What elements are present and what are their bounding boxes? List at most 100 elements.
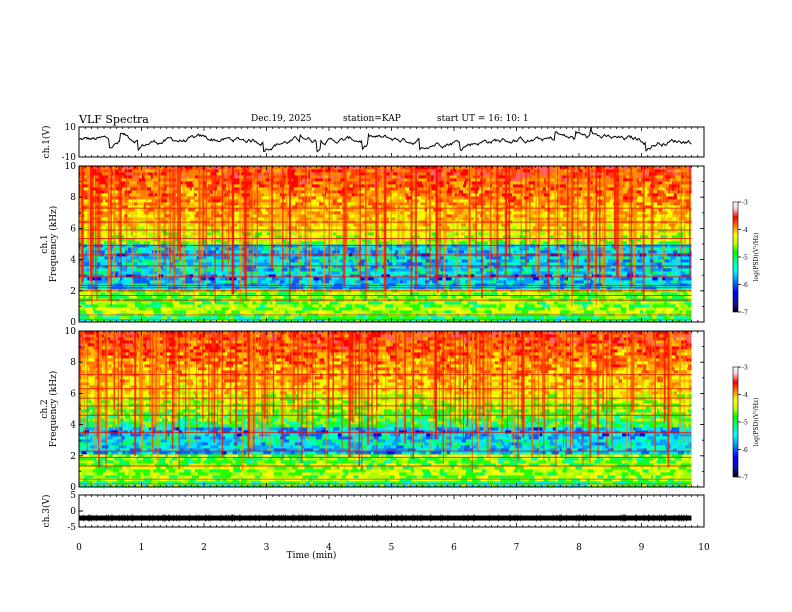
- spectrogram-cell: [643, 310, 646, 314]
- spectrogram-cell: [315, 271, 318, 275]
- spectrogram-cell: [325, 202, 329, 206]
- spectrogram-cell: [683, 232, 688, 236]
- spectrogram-cell: [278, 277, 286, 281]
- spectrogram-cell: [336, 214, 342, 218]
- spectrogram-cell: [281, 235, 289, 239]
- spectrogram-cell: [663, 304, 669, 308]
- spectrogram-cell: [258, 268, 264, 272]
- spectrogram-cell: [260, 295, 265, 299]
- spectrogram-cell: [464, 262, 472, 266]
- spectrogram-cell: [87, 319, 93, 323]
- spectrogram-cell: [380, 280, 387, 284]
- spectrogram-cell: [204, 280, 211, 284]
- spectrogram-cell: [612, 262, 615, 266]
- spectrogram-cell: [143, 256, 150, 260]
- spectrogram-cell: [675, 235, 678, 239]
- spectrogram-cell: [193, 259, 199, 263]
- spectrogram-cell: [626, 292, 631, 296]
- spectrogram-cell: [617, 316, 622, 320]
- spectrogram-cell: [406, 316, 415, 320]
- spectrogram-cell: [634, 277, 642, 281]
- spectrogram-cell: [447, 271, 455, 275]
- spectrogram-cell: [297, 235, 302, 239]
- spectrogram-cell: [194, 301, 203, 305]
- spectrogram-cell: [160, 280, 165, 284]
- spectrogram-cell: [368, 262, 377, 266]
- spectrogram-cell: [648, 235, 653, 239]
- spectrogram-cell: [531, 268, 539, 272]
- spectrogram-cell: [281, 268, 288, 272]
- spectrogram-cell: [372, 310, 379, 314]
- spectrogram-cell: [330, 274, 335, 278]
- spectrogram-cell: [532, 277, 539, 281]
- spectrogram-cell: [118, 301, 127, 305]
- spectrogram-cell: [204, 247, 212, 251]
- spectrogram-cell: [286, 316, 295, 320]
- spectrogram-cell: [399, 235, 404, 239]
- spectrogram-cell: [182, 283, 191, 287]
- spectrogram-cell: [606, 256, 613, 260]
- spectrogram-cell: [331, 307, 335, 311]
- spectrogram-cell: [566, 319, 572, 323]
- spectrogram-cell: [496, 304, 500, 308]
- spectrogram-cell: [204, 295, 208, 299]
- spectrogram-cell: [637, 316, 643, 320]
- spectrogram-cell: [200, 262, 208, 266]
- start-time-label: start UT = 16: 10: 1: [437, 114, 529, 124]
- spectrogram-cell: [417, 226, 426, 230]
- spectrogram-cell: [369, 307, 378, 311]
- spectrogram-cell: [418, 202, 421, 206]
- spectrogram-cell: [126, 211, 131, 215]
- spectrogram-cell: [531, 316, 534, 320]
- panel-0-frame: [78, 126, 705, 158]
- spectrogram-cell: [551, 256, 560, 260]
- spectrogram-cell: [371, 274, 379, 278]
- spectrogram-cell: [426, 262, 430, 266]
- spectrogram-cell: [670, 256, 676, 260]
- spectrogram-cell: [138, 238, 146, 242]
- spectrogram-cell: [174, 280, 183, 284]
- spectrogram-cell: [218, 295, 221, 299]
- spectrogram-cell: [472, 304, 482, 308]
- spectrogram-cell: [395, 262, 401, 266]
- spectrogram-cell: [123, 319, 128, 323]
- spectrogram-cell: [375, 301, 383, 305]
- spectrogram-cell: [667, 235, 672, 239]
- ch1-waveform-trace: [78, 126, 692, 153]
- spectrogram-cell: [602, 277, 608, 281]
- spectrogram-cell: [680, 280, 686, 284]
- spectrogram-cell: [499, 304, 506, 308]
- spectrogram-cell: [260, 229, 268, 233]
- spectrogram-cell: [324, 250, 330, 254]
- spectrogram-cell: [445, 316, 452, 320]
- spectrogram-cell: [205, 316, 213, 320]
- spectrogram-cell: [97, 250, 105, 254]
- spectrogram-cell: [608, 241, 614, 245]
- date-label: Dec.19, 2025: [251, 114, 312, 124]
- spectrogram-cell: [320, 247, 325, 251]
- spectrogram-cell: [541, 214, 547, 218]
- spectrogram-cell: [162, 256, 168, 260]
- spectrogram-cell: [675, 271, 678, 275]
- spectrogram-cell: [626, 274, 634, 278]
- spectrogram-cell: [451, 295, 457, 299]
- spectrogram-cell: [501, 226, 505, 230]
- spectrogram-cell: [498, 250, 507, 254]
- spectrogram-cell: [496, 295, 504, 299]
- spectrogram-cell: [198, 247, 205, 251]
- spectrogram-cell: [462, 304, 470, 308]
- spectrogram-cell: [112, 283, 116, 287]
- spectrogram-cell: [136, 319, 142, 323]
- spectrogram-cell: [677, 280, 681, 284]
- spectrogram-cell: [662, 232, 672, 236]
- spectrogram-cell: [282, 283, 286, 287]
- spectrogram-cell: [481, 304, 486, 308]
- spectrogram-cell: [563, 232, 567, 236]
- spectrogram-cell: [100, 214, 108, 218]
- spectrogram-cell: [167, 232, 171, 236]
- spectrogram-cell: [476, 292, 484, 296]
- spectrogram-cell: [490, 316, 495, 320]
- spectrogram-cell: [612, 283, 618, 287]
- spectrogram-cell: [370, 238, 378, 242]
- spectrogram-cell: [570, 283, 578, 287]
